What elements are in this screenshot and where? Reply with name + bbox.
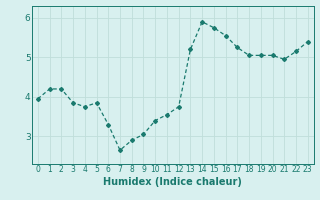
X-axis label: Humidex (Indice chaleur): Humidex (Indice chaleur) <box>103 177 242 187</box>
